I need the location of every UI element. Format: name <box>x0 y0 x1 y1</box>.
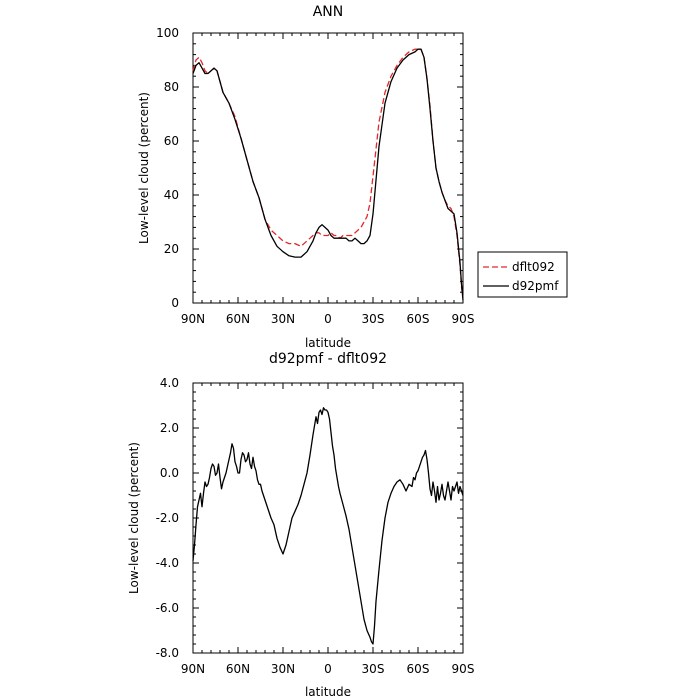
x-tick-label-bottom: 90N <box>181 662 205 676</box>
chart-title-top: ANN <box>313 4 344 20</box>
y-tick-label-top: 80 <box>164 80 179 94</box>
legend-label-d92pmf: d92pmf <box>512 279 559 293</box>
y-tick-label-bottom: 0.0 <box>160 466 179 480</box>
legend-label-dflt092: dflt092 <box>512 260 555 274</box>
y-tick-label-bottom: 2.0 <box>160 421 179 435</box>
series-line-dflt092 <box>192 48 464 298</box>
x-tick-label-top: 60N <box>226 312 250 326</box>
series-line-d92pmf <box>192 48 464 301</box>
y-tick-label-top: 100 <box>156 26 179 40</box>
chart-title-bottom: d92pmf - dflt092 <box>269 351 387 367</box>
y-tick-label-bottom: -8.0 <box>156 646 179 660</box>
x-axis-label-bottom: latitude <box>305 685 351 699</box>
x-tick-label-bottom: 30S <box>362 662 385 676</box>
chart-legend: dflt092 d92pmf <box>477 251 568 298</box>
x-tick-label-top: 90N <box>181 312 205 326</box>
y-tick-label-bottom: -6.0 <box>156 601 179 615</box>
y-tick-label-top: 60 <box>164 134 179 148</box>
y-tick-label-bottom: -2.0 <box>156 511 179 525</box>
series-line-difference-0 <box>192 407 464 645</box>
x-tick-label-top: 30N <box>271 312 295 326</box>
y-tick-label-top: 40 <box>164 188 179 202</box>
x-tick-label-bottom: 60S <box>407 662 430 676</box>
y-tick-label-bottom: 4.0 <box>160 376 179 390</box>
plot-frame-top <box>192 32 464 304</box>
x-tick-label-bottom: 60N <box>226 662 250 676</box>
x-tick-label-top: 30S <box>362 312 385 326</box>
x-tick-label-top: 90S <box>452 312 475 326</box>
x-tick-label-bottom: 30N <box>271 662 295 676</box>
y-axis-label-bottom: Low-level cloud (percent) <box>127 442 141 594</box>
legend-box <box>477 251 568 298</box>
y-tick-label-bottom: -4.0 <box>156 556 179 570</box>
y-tick-label-top: 20 <box>164 242 179 256</box>
x-tick-label-top: 60S <box>407 312 430 326</box>
y-axis-label-top: Low-level cloud (percent) <box>137 92 151 244</box>
x-tick-label-top: 0 <box>324 312 332 326</box>
plot-frame-bottom <box>192 382 464 654</box>
x-tick-label-bottom: 90S <box>452 662 475 676</box>
x-axis-label-top: latitude <box>305 336 351 350</box>
x-tick-label-bottom: 0 <box>324 662 332 676</box>
y-tick-label-top: 0 <box>171 296 179 310</box>
